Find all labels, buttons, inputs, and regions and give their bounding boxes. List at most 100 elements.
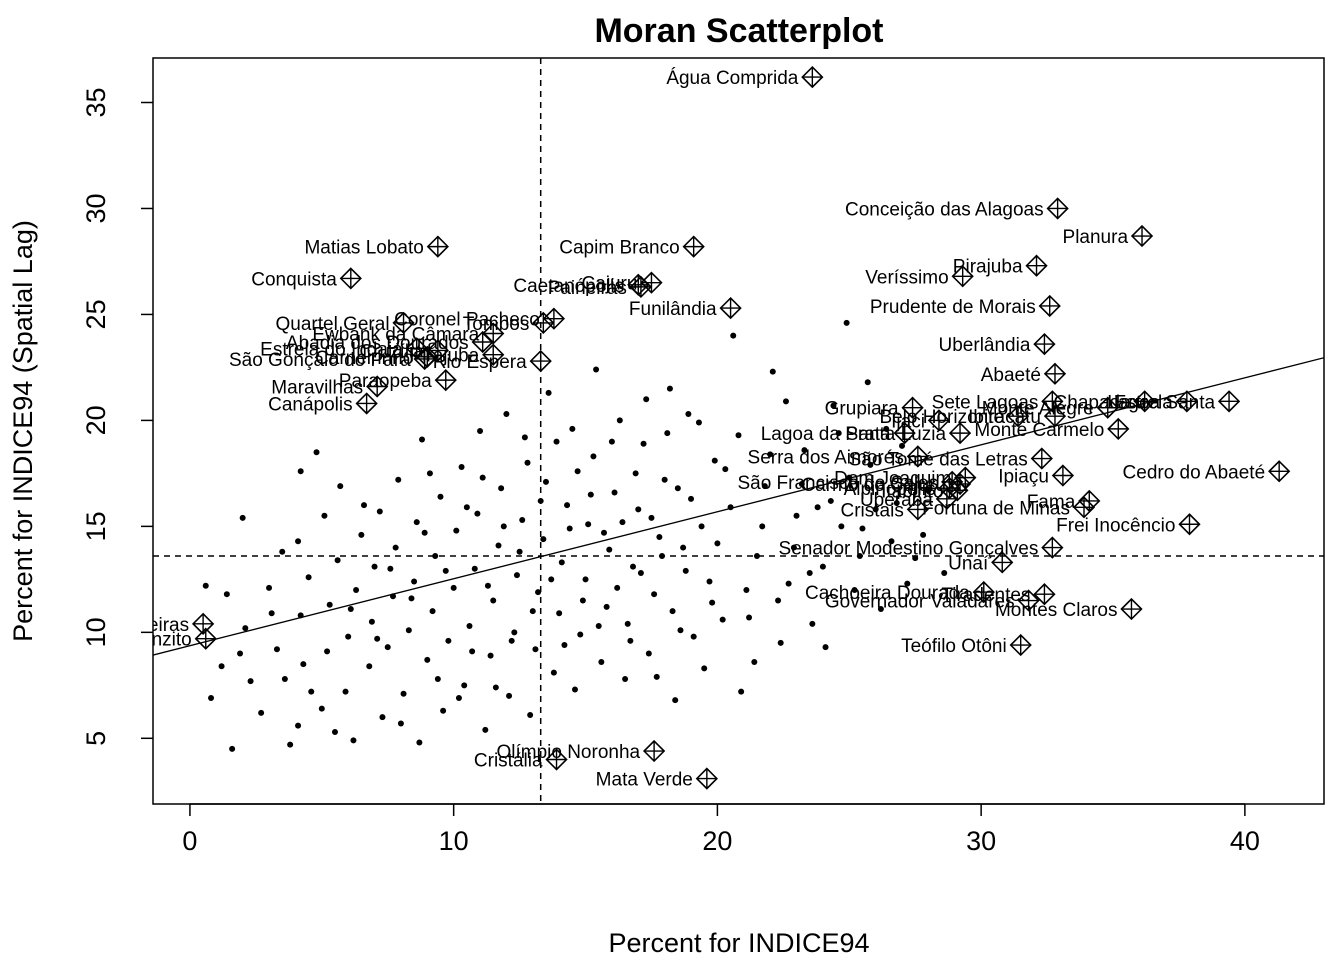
data-point <box>297 468 304 475</box>
influential-marker-cross <box>1121 599 1142 620</box>
influential-marker-cross <box>1074 497 1094 518</box>
data-point <box>258 709 265 716</box>
point-label: Grupiara <box>825 399 899 420</box>
point-label: Carmo do Cajuru <box>801 475 946 496</box>
data-point <box>809 620 816 627</box>
data-point <box>587 491 594 498</box>
data-point <box>632 470 639 477</box>
influential-marker <box>946 479 969 502</box>
data-point <box>622 675 629 682</box>
data-point <box>458 464 465 471</box>
data-point <box>295 722 302 729</box>
influential-marker <box>1217 390 1241 413</box>
influential-marker <box>1130 224 1154 248</box>
data-point <box>484 582 491 589</box>
influential-marker-cross <box>1219 391 1240 412</box>
data-point <box>492 684 499 691</box>
data-point <box>648 514 655 521</box>
data-point <box>279 548 286 555</box>
data-point <box>223 591 230 598</box>
data-point <box>872 506 879 513</box>
influential-marker-cross <box>1132 226 1153 247</box>
data-point <box>558 559 565 566</box>
data-point <box>513 572 520 579</box>
influential-marker-cross <box>936 488 957 509</box>
data-point <box>941 569 948 576</box>
data-point <box>545 389 552 396</box>
data-point <box>590 453 597 460</box>
data-point <box>268 610 275 617</box>
data-point <box>516 548 523 555</box>
influential-marker-cross <box>340 268 361 289</box>
influential-marker <box>426 339 449 362</box>
influential-marker <box>906 498 929 521</box>
influential-marker-cross <box>1176 391 1197 412</box>
data-point <box>337 483 344 490</box>
point-label: Dom Joaquim <box>834 469 951 490</box>
data-point <box>603 603 610 610</box>
point-label: Uberaba <box>860 490 933 511</box>
data-point <box>838 523 845 530</box>
data-point <box>445 637 452 644</box>
influential-marker-cross <box>435 370 456 391</box>
data-point <box>273 646 280 653</box>
point-label: Governador Valadares <box>825 592 1015 613</box>
influential-marker-cross <box>1008 406 1029 427</box>
influential-marker <box>1046 197 1069 220</box>
data-point <box>498 485 505 492</box>
data-point <box>619 519 626 526</box>
data-point <box>405 627 412 634</box>
data-point <box>722 466 729 473</box>
point-label: Funilândia <box>629 299 717 320</box>
influential-marker-cross <box>546 749 567 770</box>
influential-marker-cross <box>1047 198 1068 219</box>
influential-marker <box>1175 390 1198 413</box>
data-point <box>537 497 544 504</box>
data-point <box>318 705 325 712</box>
x-tick-label: 40 <box>1230 826 1260 856</box>
data-point <box>387 565 394 572</box>
data-point <box>384 644 391 651</box>
data-point <box>419 436 426 443</box>
data-point <box>785 580 792 587</box>
data-point <box>400 690 407 697</box>
data-point <box>305 574 312 581</box>
data-point <box>524 459 531 466</box>
point-label: Paraopeba <box>339 371 432 392</box>
data-point <box>651 591 658 598</box>
point-label: Água Comprida <box>666 68 798 89</box>
point-label: Rio Espera <box>433 352 527 373</box>
point-label: Cajuru <box>581 274 637 295</box>
y-tick-label: 10 <box>81 617 111 647</box>
influential-marker-cross <box>907 446 928 467</box>
data-point <box>630 563 637 570</box>
data-point <box>542 478 549 485</box>
data-point <box>297 612 304 619</box>
data-point <box>416 739 423 746</box>
data-point <box>864 379 871 386</box>
influential-marker <box>392 311 415 335</box>
data-point <box>782 398 789 405</box>
data-point <box>753 553 760 560</box>
y-tick-label: 35 <box>81 87 111 117</box>
data-point <box>920 531 927 538</box>
influential-marker-cross <box>1269 461 1290 482</box>
plot-area: 0 10 20 30 40 5 10 15 20 25 30 35 Água Comprida Conce… <box>81 57 1325 856</box>
influential-marker <box>951 265 974 288</box>
data-point <box>324 648 331 655</box>
data-point <box>442 567 449 574</box>
influential-marker-cross <box>530 351 551 372</box>
data-point <box>366 663 373 670</box>
data-point <box>661 476 668 483</box>
data-point <box>411 578 418 585</box>
data-point <box>529 608 536 615</box>
data-point <box>674 485 681 492</box>
influential-marker-cross <box>950 423 971 444</box>
data-point <box>437 493 444 500</box>
data-point <box>798 480 805 487</box>
data-point <box>242 625 249 632</box>
data-point <box>856 553 863 560</box>
influential-marker-cross <box>533 312 554 333</box>
point-label: Conquista <box>251 269 337 290</box>
data-point <box>503 411 510 418</box>
